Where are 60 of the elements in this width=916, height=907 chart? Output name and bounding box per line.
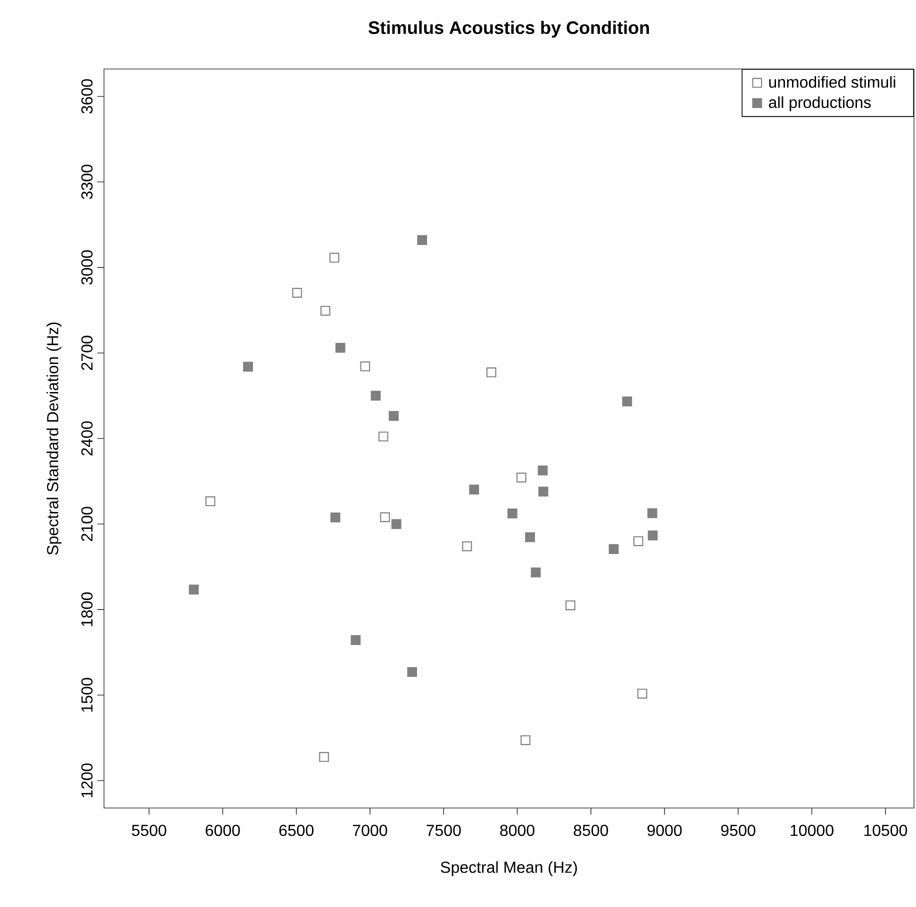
x-tick-label: 6000 xyxy=(206,824,240,836)
point xyxy=(525,532,536,542)
point xyxy=(530,568,541,578)
point xyxy=(319,752,329,762)
point xyxy=(350,635,361,646)
point xyxy=(370,390,381,401)
legend-label: all productions xyxy=(768,96,871,112)
x-tick-label: 5500 xyxy=(132,824,166,836)
x-axis-title: Spectral Mean (Hz) xyxy=(440,861,577,876)
point xyxy=(391,519,402,529)
x-tick-label: 8500 xyxy=(574,824,608,836)
point xyxy=(243,362,253,372)
x-tick-label: 10500 xyxy=(864,824,908,836)
x-tick-label: 9500 xyxy=(721,824,756,836)
y-tick-label: 2700 xyxy=(81,336,93,370)
y-tick-label: 2100 xyxy=(81,506,93,542)
point xyxy=(565,600,576,610)
y-axis-title: Spectral Standard Deviation (Hz) xyxy=(46,322,62,555)
point xyxy=(647,508,658,518)
point xyxy=(188,584,199,595)
x-tick-label: 7500 xyxy=(426,824,461,836)
legend-label: unmodified stimuli xyxy=(769,76,896,88)
point xyxy=(648,530,658,540)
point xyxy=(633,536,644,546)
point xyxy=(320,306,330,316)
point xyxy=(205,496,216,506)
point xyxy=(622,396,632,406)
point xyxy=(538,465,548,476)
point xyxy=(330,512,340,522)
point xyxy=(380,512,390,522)
point xyxy=(608,544,619,554)
x-tick-label: 6500 xyxy=(279,824,314,836)
point xyxy=(538,486,548,496)
chart-title: Stimulus Acoustics by Condition xyxy=(368,20,649,38)
y-tick-label: 3000 xyxy=(81,250,93,285)
point xyxy=(462,541,472,552)
point xyxy=(388,411,399,421)
point xyxy=(360,361,370,372)
x-tick-label: 9000 xyxy=(647,824,682,836)
y-tick-label: 2400 xyxy=(81,421,93,456)
x-tick-label: 8000 xyxy=(500,824,534,836)
point xyxy=(486,367,496,378)
point xyxy=(520,735,530,746)
point xyxy=(516,472,526,482)
x-tick-label: 10000 xyxy=(790,824,834,836)
x-tick-label: 7000 xyxy=(353,824,388,836)
point xyxy=(407,667,418,677)
y-tick-label: 1800 xyxy=(81,592,93,626)
point xyxy=(292,288,302,298)
point xyxy=(329,252,340,263)
point xyxy=(507,508,518,518)
y-tick-label: 3300 xyxy=(81,164,93,200)
point xyxy=(469,484,480,494)
point xyxy=(417,235,428,245)
y-tick-label: 1200 xyxy=(81,763,93,798)
point xyxy=(378,432,388,442)
y-tick-label: 3600 xyxy=(81,79,93,114)
point xyxy=(637,688,648,699)
point xyxy=(335,342,346,353)
y-tick-label: 1500 xyxy=(81,678,93,712)
